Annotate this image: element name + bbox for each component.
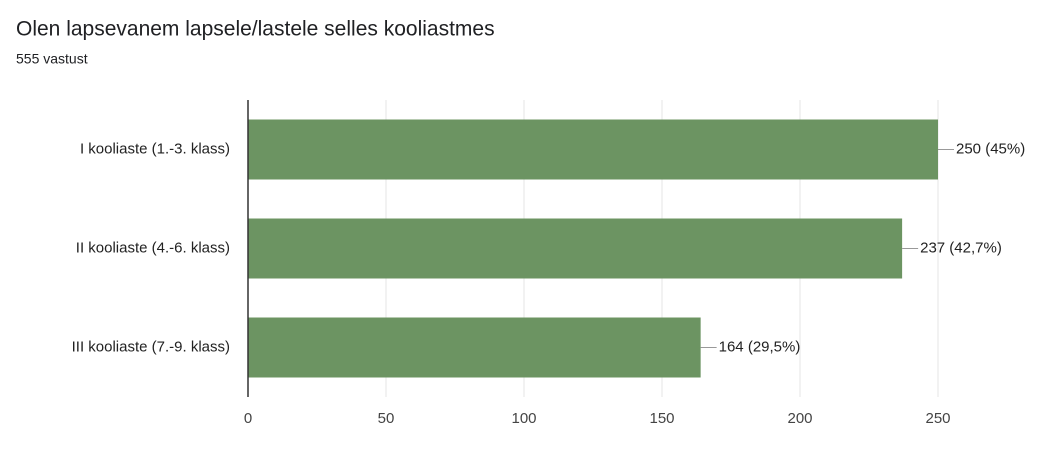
x-tick-label: 150 bbox=[649, 410, 674, 427]
bar bbox=[248, 119, 938, 180]
x-tick-label: 50 bbox=[378, 410, 395, 427]
chart-title: Olen lapsevanem lapsele/lastele selles k… bbox=[16, 18, 495, 41]
y-tick-label: I kooliaste (1.-3. klass) bbox=[80, 140, 230, 157]
x-tick-label: 100 bbox=[511, 410, 536, 427]
y-tick-label: II kooliaste (4.-6. klass) bbox=[76, 239, 230, 256]
x-tick-label: 250 bbox=[925, 410, 950, 427]
x-tick-label: 0 bbox=[244, 410, 252, 427]
value-label: 250 (45%) bbox=[956, 140, 1025, 157]
value-label: 237 (42,7%) bbox=[920, 239, 1002, 256]
y-tick-label: III kooliaste (7.-9. klass) bbox=[72, 338, 230, 355]
value-label: 164 (29,5%) bbox=[719, 338, 801, 355]
bar bbox=[248, 317, 701, 378]
x-tick-label: 200 bbox=[787, 410, 812, 427]
bar bbox=[248, 218, 903, 279]
chart-subtitle: 555 vastust bbox=[16, 51, 88, 67]
